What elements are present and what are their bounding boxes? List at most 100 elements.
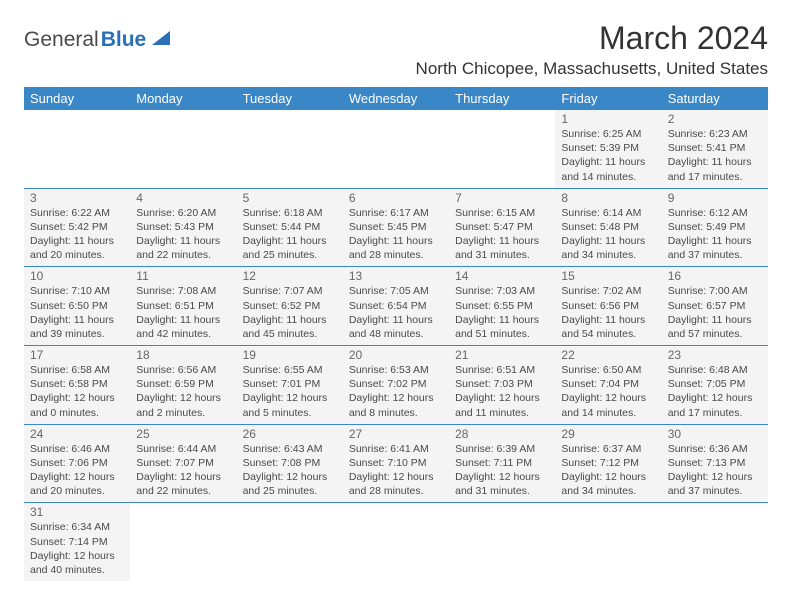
sunset-text: Sunset: 5:44 PM [243, 220, 337, 234]
daylight1-text: Daylight: 12 hours [243, 391, 337, 405]
sunrise-text: Sunrise: 6:41 AM [349, 442, 443, 456]
day-number: 18 [136, 348, 230, 362]
daylight1-text: Daylight: 12 hours [30, 470, 124, 484]
daylight1-text: Daylight: 12 hours [349, 391, 443, 405]
day-number: 7 [455, 191, 549, 205]
weekday-header: Thursday [449, 87, 555, 110]
location-text: North Chicopee, Massachusetts, United St… [416, 59, 768, 79]
daylight2-text: and 34 minutes. [561, 248, 655, 262]
calendar-cell [662, 503, 768, 581]
weekday-header: Tuesday [237, 87, 343, 110]
daylight2-text: and 28 minutes. [349, 484, 443, 498]
daylight2-text: and 40 minutes. [30, 563, 124, 577]
day-number: 12 [243, 269, 337, 283]
sunrise-text: Sunrise: 6:18 AM [243, 206, 337, 220]
calendar-cell: 19Sunrise: 6:55 AMSunset: 7:01 PMDayligh… [237, 346, 343, 425]
daylight1-text: Daylight: 11 hours [30, 234, 124, 248]
header: GeneralBlue March 2024 North Chicopee, M… [24, 20, 768, 79]
calendar-row: 1Sunrise: 6:25 AMSunset: 5:39 PMDaylight… [24, 110, 768, 188]
sunset-text: Sunset: 5:48 PM [561, 220, 655, 234]
title-block: March 2024 North Chicopee, Massachusetts… [416, 20, 768, 79]
day-number: 22 [561, 348, 655, 362]
daylight1-text: Daylight: 12 hours [243, 470, 337, 484]
daylight1-text: Daylight: 12 hours [561, 391, 655, 405]
sunrise-text: Sunrise: 7:05 AM [349, 284, 443, 298]
calendar-cell: 27Sunrise: 6:41 AMSunset: 7:10 PMDayligh… [343, 424, 449, 503]
daylight1-text: Daylight: 12 hours [30, 549, 124, 563]
sunrise-text: Sunrise: 7:08 AM [136, 284, 230, 298]
calendar-cell: 1Sunrise: 6:25 AMSunset: 5:39 PMDaylight… [555, 110, 661, 188]
daylight1-text: Daylight: 11 hours [561, 313, 655, 327]
daylight2-text: and 0 minutes. [30, 406, 124, 420]
calendar-cell: 31Sunrise: 6:34 AMSunset: 7:14 PMDayligh… [24, 503, 130, 581]
calendar-cell: 29Sunrise: 6:37 AMSunset: 7:12 PMDayligh… [555, 424, 661, 503]
logo-sail-icon [150, 29, 172, 52]
calendar-cell [555, 503, 661, 581]
sunset-text: Sunset: 7:12 PM [561, 456, 655, 470]
sunrise-text: Sunrise: 6:39 AM [455, 442, 549, 456]
daylight2-text: and 22 minutes. [136, 248, 230, 262]
calendar-body: 1Sunrise: 6:25 AMSunset: 5:39 PMDaylight… [24, 110, 768, 581]
day-number: 20 [349, 348, 443, 362]
sunrise-text: Sunrise: 6:48 AM [668, 363, 762, 377]
daylight1-text: Daylight: 12 hours [349, 470, 443, 484]
calendar-header-row: SundayMondayTuesdayWednesdayThursdayFrid… [24, 87, 768, 110]
sunset-text: Sunset: 7:08 PM [243, 456, 337, 470]
sunrise-text: Sunrise: 6:36 AM [668, 442, 762, 456]
daylight2-text: and 48 minutes. [349, 327, 443, 341]
sunset-text: Sunset: 7:01 PM [243, 377, 337, 391]
sunrise-text: Sunrise: 6:34 AM [30, 520, 124, 534]
sunrise-text: Sunrise: 6:20 AM [136, 206, 230, 220]
daylight2-text: and 2 minutes. [136, 406, 230, 420]
day-number: 21 [455, 348, 549, 362]
weekday-header: Wednesday [343, 87, 449, 110]
daylight1-text: Daylight: 11 hours [455, 313, 549, 327]
calendar-cell: 15Sunrise: 7:02 AMSunset: 6:56 PMDayligh… [555, 267, 661, 346]
day-number: 23 [668, 348, 762, 362]
sunset-text: Sunset: 6:50 PM [30, 299, 124, 313]
calendar-cell: 11Sunrise: 7:08 AMSunset: 6:51 PMDayligh… [130, 267, 236, 346]
day-number: 25 [136, 427, 230, 441]
sunset-text: Sunset: 6:52 PM [243, 299, 337, 313]
sunset-text: Sunset: 6:51 PM [136, 299, 230, 313]
calendar-cell: 9Sunrise: 6:12 AMSunset: 5:49 PMDaylight… [662, 188, 768, 267]
calendar-cell: 2Sunrise: 6:23 AMSunset: 5:41 PMDaylight… [662, 110, 768, 188]
calendar-cell: 13Sunrise: 7:05 AMSunset: 6:54 PMDayligh… [343, 267, 449, 346]
daylight1-text: Daylight: 11 hours [561, 234, 655, 248]
sunset-text: Sunset: 6:58 PM [30, 377, 124, 391]
sunset-text: Sunset: 7:06 PM [30, 456, 124, 470]
sunrise-text: Sunrise: 7:00 AM [668, 284, 762, 298]
calendar-cell: 17Sunrise: 6:58 AMSunset: 6:58 PMDayligh… [24, 346, 130, 425]
weekday-header: Friday [555, 87, 661, 110]
daylight1-text: Daylight: 11 hours [30, 313, 124, 327]
daylight2-text: and 14 minutes. [561, 170, 655, 184]
sunset-text: Sunset: 6:54 PM [349, 299, 443, 313]
calendar-row: 31Sunrise: 6:34 AMSunset: 7:14 PMDayligh… [24, 503, 768, 581]
sunset-text: Sunset: 5:42 PM [30, 220, 124, 234]
daylight1-text: Daylight: 12 hours [455, 470, 549, 484]
day-number: 30 [668, 427, 762, 441]
daylight2-text: and 5 minutes. [243, 406, 337, 420]
sunrise-text: Sunrise: 6:15 AM [455, 206, 549, 220]
day-number: 10 [30, 269, 124, 283]
day-number: 13 [349, 269, 443, 283]
day-number: 5 [243, 191, 337, 205]
sunset-text: Sunset: 7:07 PM [136, 456, 230, 470]
calendar-cell: 10Sunrise: 7:10 AMSunset: 6:50 PMDayligh… [24, 267, 130, 346]
calendar-cell: 18Sunrise: 6:56 AMSunset: 6:59 PMDayligh… [130, 346, 236, 425]
day-number: 8 [561, 191, 655, 205]
sunset-text: Sunset: 5:47 PM [455, 220, 549, 234]
sunset-text: Sunset: 7:13 PM [668, 456, 762, 470]
day-number: 1 [561, 112, 655, 126]
day-number: 29 [561, 427, 655, 441]
weekday-header: Sunday [24, 87, 130, 110]
day-number: 4 [136, 191, 230, 205]
logo-text-1: General [24, 28, 99, 52]
sunset-text: Sunset: 5:41 PM [668, 141, 762, 155]
sunset-text: Sunset: 6:56 PM [561, 299, 655, 313]
daylight2-text: and 8 minutes. [349, 406, 443, 420]
day-number: 3 [30, 191, 124, 205]
daylight1-text: Daylight: 11 hours [561, 155, 655, 169]
sunset-text: Sunset: 5:39 PM [561, 141, 655, 155]
calendar-cell: 4Sunrise: 6:20 AMSunset: 5:43 PMDaylight… [130, 188, 236, 267]
